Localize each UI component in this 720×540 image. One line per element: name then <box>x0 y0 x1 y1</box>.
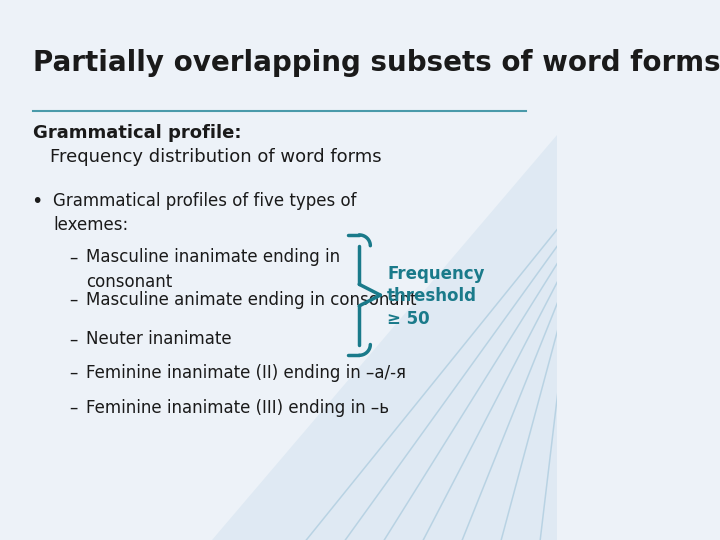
Text: –: – <box>70 399 78 416</box>
Text: •: • <box>31 192 42 211</box>
Text: –: – <box>70 248 78 266</box>
Text: ≥ 50: ≥ 50 <box>387 310 430 328</box>
Text: Grammatical profiles of five types of
lexemes:: Grammatical profiles of five types of le… <box>53 192 356 234</box>
Text: Frequency: Frequency <box>387 265 485 284</box>
Text: Masculine inanimate ending in
consonant: Masculine inanimate ending in consonant <box>86 248 341 291</box>
Text: Feminine inanimate (II) ending in –a/-я: Feminine inanimate (II) ending in –a/-я <box>86 364 406 382</box>
Text: –: – <box>70 291 78 308</box>
Polygon shape <box>212 135 557 540</box>
Text: Masculine animate ending in consonant: Masculine animate ending in consonant <box>86 291 417 308</box>
Text: –: – <box>70 330 78 348</box>
Text: –: – <box>70 364 78 382</box>
Text: threshold: threshold <box>387 287 477 305</box>
Text: Feminine inanimate (III) ending in –ь: Feminine inanimate (III) ending in –ь <box>86 399 390 416</box>
Text: Grammatical profile:: Grammatical profile: <box>33 124 242 142</box>
Text: Neuter inanimate: Neuter inanimate <box>86 330 232 348</box>
Text: Partially overlapping subsets of word forms: Partially overlapping subsets of word fo… <box>33 49 720 77</box>
Text: Frequency distribution of word forms: Frequency distribution of word forms <box>50 148 382 166</box>
